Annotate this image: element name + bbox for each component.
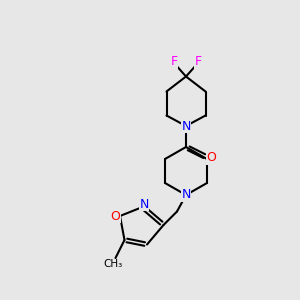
- Text: F: F: [194, 55, 202, 68]
- Text: O: O: [111, 209, 120, 223]
- Text: O: O: [207, 151, 216, 164]
- Text: N: N: [181, 188, 191, 202]
- Text: F: F: [170, 55, 178, 68]
- Text: N: N: [181, 119, 191, 133]
- Text: CH₃: CH₃: [103, 259, 122, 269]
- Text: N: N: [139, 197, 149, 211]
